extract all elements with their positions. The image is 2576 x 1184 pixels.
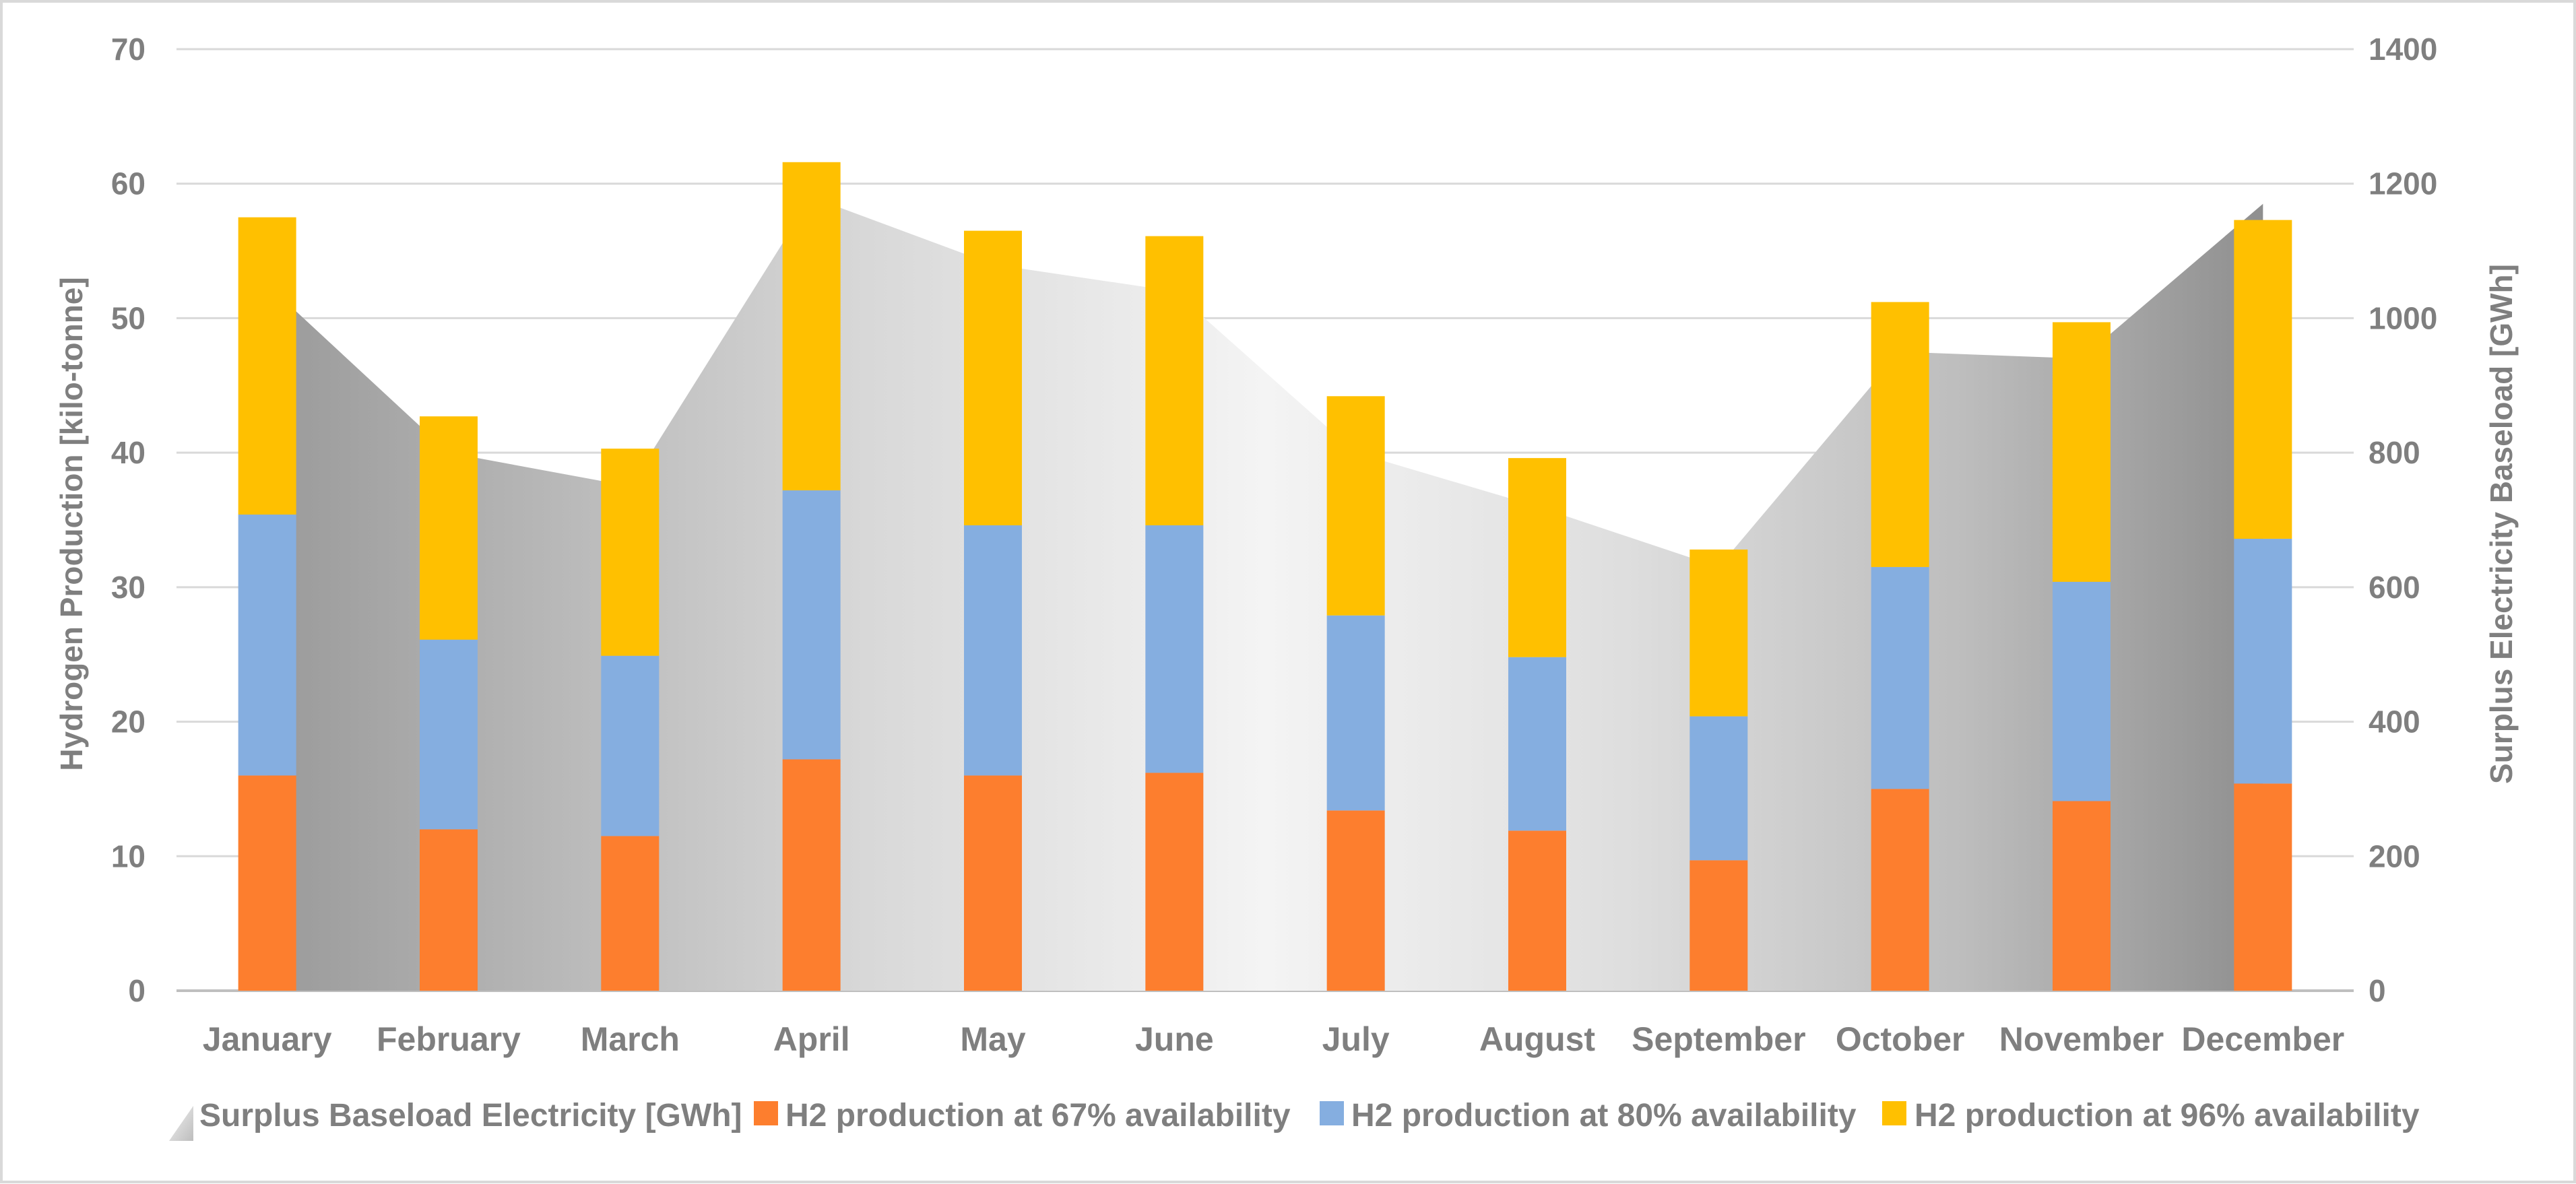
- bar-80-april: [782, 490, 841, 760]
- y-tick-label-left: 70: [111, 32, 146, 67]
- bar-67-december: [2234, 783, 2292, 991]
- x-tick-label: September: [1632, 1020, 1805, 1058]
- bar-80-january: [238, 515, 296, 776]
- bar-80-august: [1508, 657, 1566, 831]
- y-tick-label-right: 1200: [2369, 166, 2437, 201]
- x-tick-label: December: [2181, 1020, 2344, 1058]
- y-tick-label-left: 0: [128, 973, 146, 1008]
- legend-item-surplus-electricity: Surplus Baseload Electricity [GWh]: [169, 1098, 742, 1141]
- legend-swatch-area: [169, 1106, 193, 1141]
- x-tick-label: April: [773, 1020, 850, 1058]
- y-tick-label-right: 400: [2369, 704, 2420, 739]
- y-tick-label-right: 600: [2369, 570, 2420, 605]
- bar-67-april: [782, 759, 841, 991]
- legend-item-h2-67: H2 production at 67% availability: [754, 1098, 1291, 1133]
- y-tick-label-right: 1000: [2369, 300, 2437, 335]
- bar-96-march: [601, 449, 659, 656]
- x-axis: January February March April May June July Augu…: [203, 1020, 2344, 1058]
- bar-67-august: [1508, 830, 1566, 991]
- y-tick-label-right: 800: [2369, 435, 2420, 470]
- legend-item-h2-80: H2 production at 80% availability: [1320, 1098, 1857, 1133]
- y-tick-label-right: 1400: [2369, 32, 2437, 67]
- bar-80-may: [964, 525, 1022, 776]
- bar-80-february: [420, 639, 478, 830]
- bar-67-may: [964, 775, 1022, 991]
- bar-80-december: [2234, 538, 2292, 784]
- y-tick-label-left: 60: [111, 166, 146, 201]
- x-tick-label: March: [581, 1020, 680, 1058]
- bar-96-july: [1326, 396, 1385, 616]
- x-tick-label: January: [203, 1020, 332, 1058]
- y-tick-label-right: 200: [2369, 838, 2420, 874]
- y-tick-label-left: 10: [111, 838, 146, 874]
- bar-layer: [238, 162, 2292, 991]
- y-tick-label-left: 50: [111, 300, 146, 335]
- x-tick-label: July: [1322, 1020, 1390, 1058]
- bar-67-january: [238, 775, 296, 991]
- bar-67-february: [420, 829, 478, 991]
- legend-label-area: Surplus Baseload Electricity [GWh]: [199, 1098, 742, 1133]
- bar-67-july: [1326, 810, 1385, 991]
- chart-svg: 0 10 20 30 40 50 60 70 0 200 400 600 800 1000 1200 140…: [54, 32, 2519, 1141]
- legend-label-67: H2 production at 67% availability: [785, 1098, 1291, 1133]
- y-axis-title-left: Hydrogen Production [kilo-tonne]: [54, 277, 89, 770]
- y-tick-label-right: 0: [2369, 973, 2386, 1008]
- x-tick-label: November: [1999, 1020, 2164, 1058]
- bar-80-july: [1326, 615, 1385, 811]
- bar-67-june: [1145, 772, 1204, 991]
- bar-96-november: [2053, 322, 2111, 582]
- legend-item-h2-96: H2 production at 96% availability: [1882, 1098, 2420, 1133]
- legend-label-96: H2 production at 96% availability: [1914, 1098, 2420, 1133]
- legend-swatch-80: [1320, 1101, 1344, 1125]
- y-axis-title-right: Surplus Electricity Baseload [GWh]: [2484, 264, 2519, 784]
- legend: Surplus Baseload Electricity [GWh] H2 pr…: [169, 1098, 2420, 1141]
- bar-96-october: [1871, 302, 1929, 567]
- bar-96-december: [2234, 220, 2292, 539]
- bar-80-september: [1689, 716, 1748, 861]
- x-tick-label: August: [1479, 1020, 1596, 1058]
- bar-96-may: [964, 230, 1022, 525]
- area-layer: [267, 197, 2263, 991]
- bar-67-september: [1689, 860, 1748, 991]
- bar-96-august: [1508, 458, 1566, 657]
- surplus-electricity-area: [267, 197, 2263, 991]
- y-tick-label-left: 30: [111, 570, 146, 605]
- legend-swatch-67: [754, 1101, 778, 1125]
- bar-80-march: [601, 655, 659, 836]
- y-tick-label-left: 40: [111, 435, 146, 470]
- x-tick-label: February: [377, 1020, 521, 1058]
- bar-96-february: [420, 416, 478, 640]
- bar-96-january: [238, 217, 296, 515]
- legend-swatch-96: [1882, 1101, 1906, 1125]
- right-axis: 0 200 400 600 800 1000 1200 1400: [2369, 32, 2437, 1008]
- bar-67-october: [1871, 789, 1929, 991]
- x-tick-label: May: [960, 1020, 1025, 1058]
- x-tick-label: October: [1836, 1020, 1965, 1058]
- y-tick-label-left: 20: [111, 704, 146, 739]
- legend-label-80: H2 production at 80% availability: [1351, 1098, 1857, 1133]
- bar-67-march: [601, 836, 659, 991]
- bar-96-april: [782, 162, 841, 491]
- bar-67-november: [2053, 801, 2111, 991]
- bar-96-september: [1689, 549, 1748, 717]
- bar-96-june: [1145, 236, 1204, 525]
- bar-80-november: [2053, 581, 2111, 801]
- bar-80-october: [1871, 566, 1929, 789]
- bar-80-june: [1145, 525, 1204, 773]
- x-tick-label: June: [1135, 1020, 1214, 1058]
- left-axis: 0 10 20 30 40 50 60 70: [111, 32, 146, 1008]
